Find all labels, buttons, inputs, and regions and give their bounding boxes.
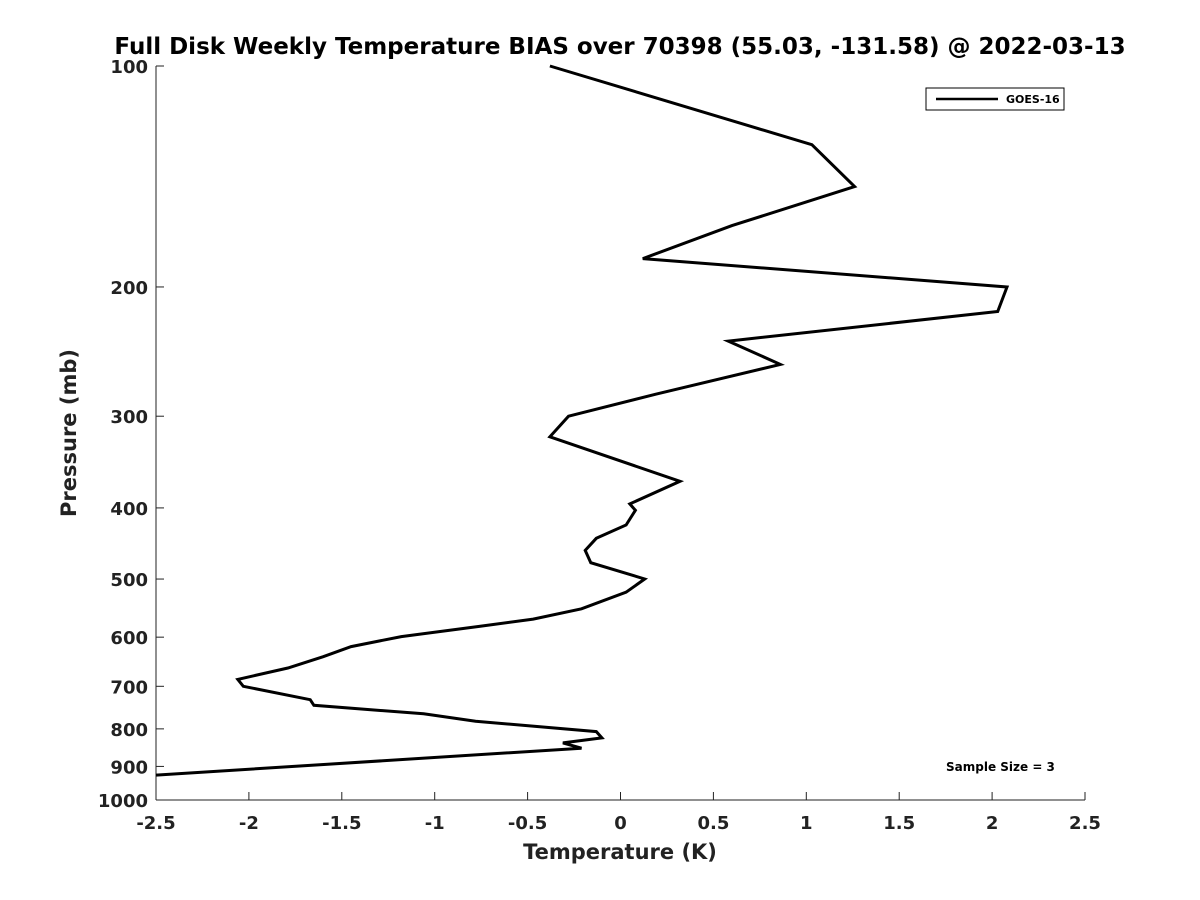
y-tick-label: 800 <box>110 720 148 741</box>
x-tick-label: 1 <box>800 813 813 834</box>
y-tick-label: 700 <box>110 677 148 698</box>
x-tick-label: -0.5 <box>508 813 547 834</box>
chart-title: Full Disk Weekly Temperature BIAS over 7… <box>114 34 1125 60</box>
x-tick-label: -1 <box>425 813 445 834</box>
series-layer <box>155 64 1010 777</box>
x-axis-label: Temperature (K) <box>523 840 717 864</box>
x-axis: -2.5 -2 -1.5 -1 -0.5 0 0.5 1 1.5 2 2.5 <box>136 792 1101 834</box>
sample-size-annotation: Sample Size = 3 <box>946 760 1055 774</box>
x-tick-label: 0.5 <box>697 813 729 834</box>
y-tick-label: 1000 <box>98 791 148 812</box>
plot-area <box>156 66 1085 800</box>
y-tick-label: 600 <box>110 628 148 649</box>
y-tick-label: 300 <box>110 407 148 428</box>
x-tick-label: 2.5 <box>1069 813 1101 834</box>
series-line-goes-16 <box>155 64 1010 777</box>
x-tick-label: -2 <box>239 813 259 834</box>
y-tick-label: 500 <box>110 570 148 591</box>
y-tick-label: 900 <box>110 757 148 778</box>
y-tick-label: 200 <box>110 278 148 299</box>
y-tick-label: 400 <box>110 499 148 520</box>
x-tick-label: -1.5 <box>322 813 361 834</box>
x-tick-label: 2 <box>986 813 999 834</box>
x-tick-label: 1.5 <box>883 813 915 834</box>
legend-label-goes-16: GOES-16 <box>1006 93 1060 106</box>
x-tick-label: -2.5 <box>136 813 175 834</box>
y-axis-label: Pressure (mb) <box>57 349 81 517</box>
y-axis: 100 200 300 400 500 600 700 800 900 1000 <box>98 57 164 812</box>
y-tick-label: 100 <box>110 57 148 78</box>
x-tick-label: 0 <box>614 813 627 834</box>
legend: GOES-16 <box>925 87 1065 111</box>
